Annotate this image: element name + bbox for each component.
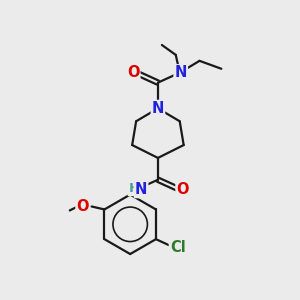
Text: N: N <box>135 182 147 197</box>
Text: O: O <box>127 65 140 80</box>
Text: O: O <box>76 199 89 214</box>
Text: N: N <box>175 65 187 80</box>
Text: H: H <box>129 182 140 195</box>
Text: Cl: Cl <box>170 240 186 255</box>
Text: O: O <box>176 182 189 197</box>
Text: N: N <box>152 101 164 116</box>
